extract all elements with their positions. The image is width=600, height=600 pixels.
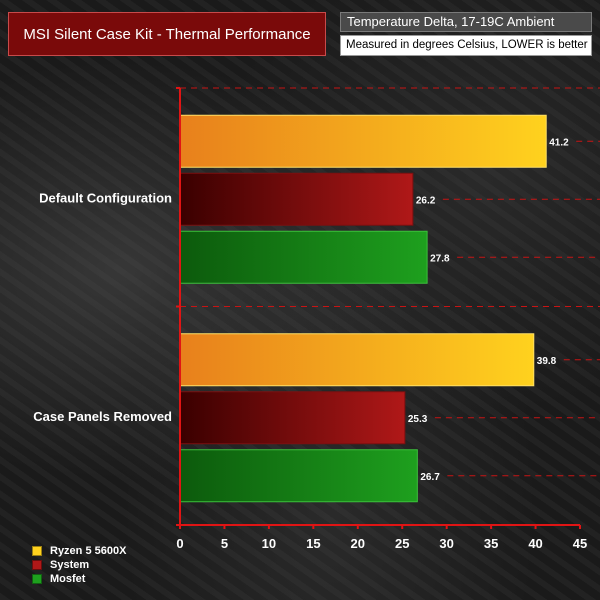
data-label: 41.2 <box>549 137 569 148</box>
legend-label: Ryzen 5 5600X <box>50 545 127 557</box>
x-tick-label: 35 <box>484 536 498 551</box>
x-tick-label: 20 <box>351 536 365 551</box>
data-label: 27.8 <box>430 253 450 264</box>
data-label: 39.8 <box>537 356 557 367</box>
legend-swatch <box>32 546 42 556</box>
x-tick-label: 0 <box>176 536 183 551</box>
x-tick-label: 5 <box>221 536 228 551</box>
bar-mosfet <box>179 449 418 503</box>
bar-system <box>179 391 406 445</box>
legend: Ryzen 5 5600X System Mosfet <box>32 544 126 586</box>
x-tick-label: 45 <box>573 536 587 551</box>
chart-note: Measured in degrees Celsius, LOWER is be… <box>340 35 592 56</box>
legend-label: System <box>50 559 90 571</box>
chart-title: MSI Silent Case Kit - Thermal Performanc… <box>8 12 326 56</box>
x-tick-label: 15 <box>306 536 320 551</box>
legend-label: Mosfet <box>50 573 86 585</box>
data-label: 26.2 <box>416 195 436 206</box>
legend-item: Mosfet <box>32 572 126 586</box>
data-label: 26.7 <box>420 472 440 483</box>
legend-item: System <box>32 558 126 572</box>
bar-system <box>179 172 414 226</box>
x-tick-label: 25 <box>395 536 409 551</box>
x-tick-label: 30 <box>439 536 453 551</box>
bar-ryzen-5-5600x <box>179 114 547 168</box>
legend-item: Ryzen 5 5600X <box>32 544 126 558</box>
category-label: Default Configuration <box>39 190 172 205</box>
chart-subtitle: Temperature Delta, 17-19C Ambient <box>340 12 592 32</box>
legend-swatch <box>32 574 42 584</box>
category-label: Case Panels Removed <box>33 409 172 424</box>
bar-mosfet <box>179 230 428 284</box>
data-label: 25.3 <box>408 414 428 425</box>
x-tick-label: 10 <box>262 536 276 551</box>
x-tick-label: 40 <box>528 536 542 551</box>
bar-ryzen-5-5600x <box>179 333 535 387</box>
legend-swatch <box>32 560 42 570</box>
